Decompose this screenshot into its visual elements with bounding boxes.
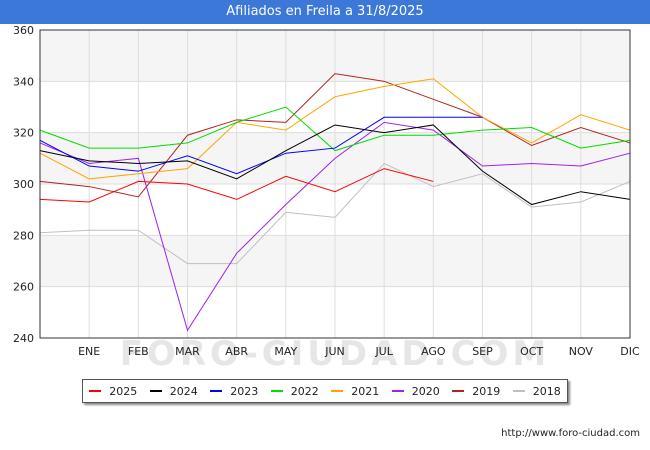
series-lines: [39, 73, 631, 332]
x-axis-ticks: ENE FEB MAR ABR MAY JUN JUL AGO SEP OCT NOV DIC: [78, 345, 640, 358]
x-tick-label: MAY: [274, 345, 297, 358]
y-tick-label: 360: [13, 24, 34, 37]
legend: 2025 2024 2023 2022 2021 2020 2019 2018: [82, 379, 568, 403]
x-tick-label: SEP: [472, 345, 493, 358]
watermark: FORO-CIUDAD.COM: [120, 334, 551, 374]
series-2024: [39, 124, 631, 206]
series-2019: [39, 73, 631, 198]
series-line-2019: [39, 73, 631, 198]
series-line-2025: [39, 168, 434, 203]
legend-swatch: [270, 390, 283, 392]
chart-title: Afiliados en Freila a 31/8/2025: [0, 0, 650, 24]
legend-label: 2021: [351, 384, 380, 398]
legend-item-2022: 2022: [270, 384, 319, 398]
x-tick-label: JUN: [324, 345, 345, 358]
legend-label: 2022: [290, 384, 319, 398]
y-tick-label: 340: [13, 75, 34, 88]
legend-label: 2020: [411, 384, 440, 398]
legend-swatch: [391, 390, 404, 392]
legend-swatch: [512, 390, 525, 392]
series-2020: [39, 121, 631, 332]
legend-label: 2019: [472, 384, 501, 398]
legend-swatch: [452, 390, 465, 392]
legend-item-2021: 2021: [331, 385, 379, 398]
x-tick-label: ABR: [225, 345, 248, 358]
x-tick-label: OCT: [520, 345, 543, 358]
legend-label: 2023: [230, 384, 259, 398]
series-2022: [39, 106, 631, 152]
series-2018: [39, 162, 631, 265]
series-line-2024: [39, 124, 631, 206]
x-tick-label: DIC: [620, 345, 640, 358]
x-tick-label: FEB: [128, 345, 149, 358]
series-2021: [39, 78, 631, 180]
y-axis-ticks: 240 260 280 300 320 340 360: [13, 24, 34, 345]
series-line-2023: [39, 116, 483, 175]
legend-item-2018: 2018: [512, 384, 561, 398]
series-2025: [39, 168, 434, 203]
x-tick-label: ENE: [78, 345, 100, 358]
plot-frame: [39, 29, 631, 339]
legend-swatch: [89, 390, 102, 392]
series-line-2018: [39, 162, 631, 265]
y-tick-label: 280: [13, 229, 34, 242]
legend-item-2020: 2020: [391, 384, 440, 398]
legend-item-2019: 2019: [452, 385, 500, 398]
legend-swatch: [331, 390, 344, 392]
legend-swatch: [149, 390, 162, 392]
legend-label: 2025: [109, 384, 138, 398]
y-tick-label: 260: [13, 281, 34, 294]
x-tick-label: MAR: [175, 345, 200, 358]
legend-label: 2018: [532, 384, 561, 398]
series-line-2021: [39, 78, 631, 180]
series-line-2020: [39, 121, 631, 332]
legend-swatch: [210, 390, 223, 392]
y-tick-label: 320: [13, 127, 34, 140]
x-tick-label: AGO: [421, 345, 446, 358]
legend-item-2024: 2024: [149, 384, 198, 398]
legend-item-2023: 2023: [210, 385, 258, 398]
series-2023: [39, 116, 483, 175]
y-tick-label: 300: [13, 178, 34, 191]
x-tick-label: JUL: [374, 345, 393, 358]
x-tick-label: NOV: [569, 345, 594, 358]
series-line-2022: [39, 106, 631, 152]
legend-label: 2024: [169, 384, 198, 398]
y-tick-label: 240: [13, 332, 34, 345]
legend-item-2025: 2025: [89, 385, 137, 398]
source-link[interactable]: http://www.foro-ciudad.com: [501, 428, 640, 439]
